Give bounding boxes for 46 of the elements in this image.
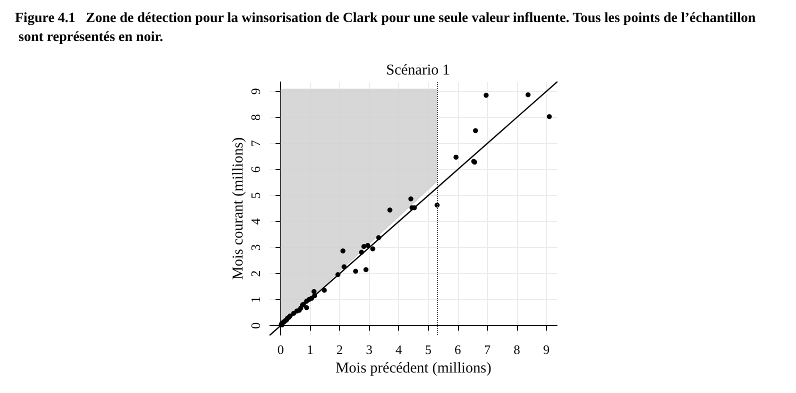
y-tick-label: 7 [248, 140, 263, 147]
point [322, 288, 327, 293]
point [387, 208, 392, 213]
x-axis-title: Mois précédent (millions) [336, 360, 492, 376]
y-tick-label: 9 [248, 88, 263, 95]
y-tick-label: 2 [248, 270, 263, 277]
x-tick-label: 8 [514, 342, 520, 357]
y-tick-label: 6 [248, 166, 263, 173]
x-tick-label: 5 [425, 342, 432, 357]
x-tick-label: 4 [395, 342, 402, 357]
point [335, 272, 340, 278]
chart-title: Figure 4.1 Zone de détection pour la winsorisation de Clark pour une seule valeur influente. Tous les points de l’échantillon sont représentés en noir. [15, 11, 756, 45]
point [473, 128, 478, 134]
y-axis-title: Mois courant (millions) [230, 137, 246, 280]
point [291, 310, 296, 316]
point [526, 92, 531, 98]
y-tick-label: 1 [248, 296, 263, 303]
point [304, 298, 310, 304]
y-tick-label: 5 [248, 192, 263, 199]
point [363, 267, 368, 272]
y-tick-label: 3 [248, 244, 263, 251]
point [376, 235, 382, 240]
y-tick-label: 8 [248, 114, 263, 121]
point [361, 244, 366, 249]
y-tick-label: 0 [248, 322, 263, 329]
x-tick-label: 9 [543, 342, 550, 357]
point [484, 92, 489, 98]
y-tick-label: 4 [248, 218, 263, 225]
point [294, 308, 300, 314]
point [353, 268, 358, 274]
point [342, 264, 347, 270]
point [340, 248, 346, 254]
point [304, 305, 310, 310]
point [370, 246, 376, 252]
x-tick-label: 7 [484, 342, 492, 357]
chart-subtitle: Scénario 1 [386, 62, 450, 78]
x-tick-label: 6 [454, 342, 462, 357]
x-tick-label: 0 [277, 342, 284, 357]
point [408, 196, 414, 202]
point [312, 289, 316, 294]
x-tick-label: 1 [306, 342, 314, 357]
point [454, 154, 459, 160]
point [359, 250, 364, 255]
point [546, 114, 552, 120]
x-tick-label: 2 [336, 342, 343, 357]
x-tick-label: 3 [366, 342, 372, 357]
